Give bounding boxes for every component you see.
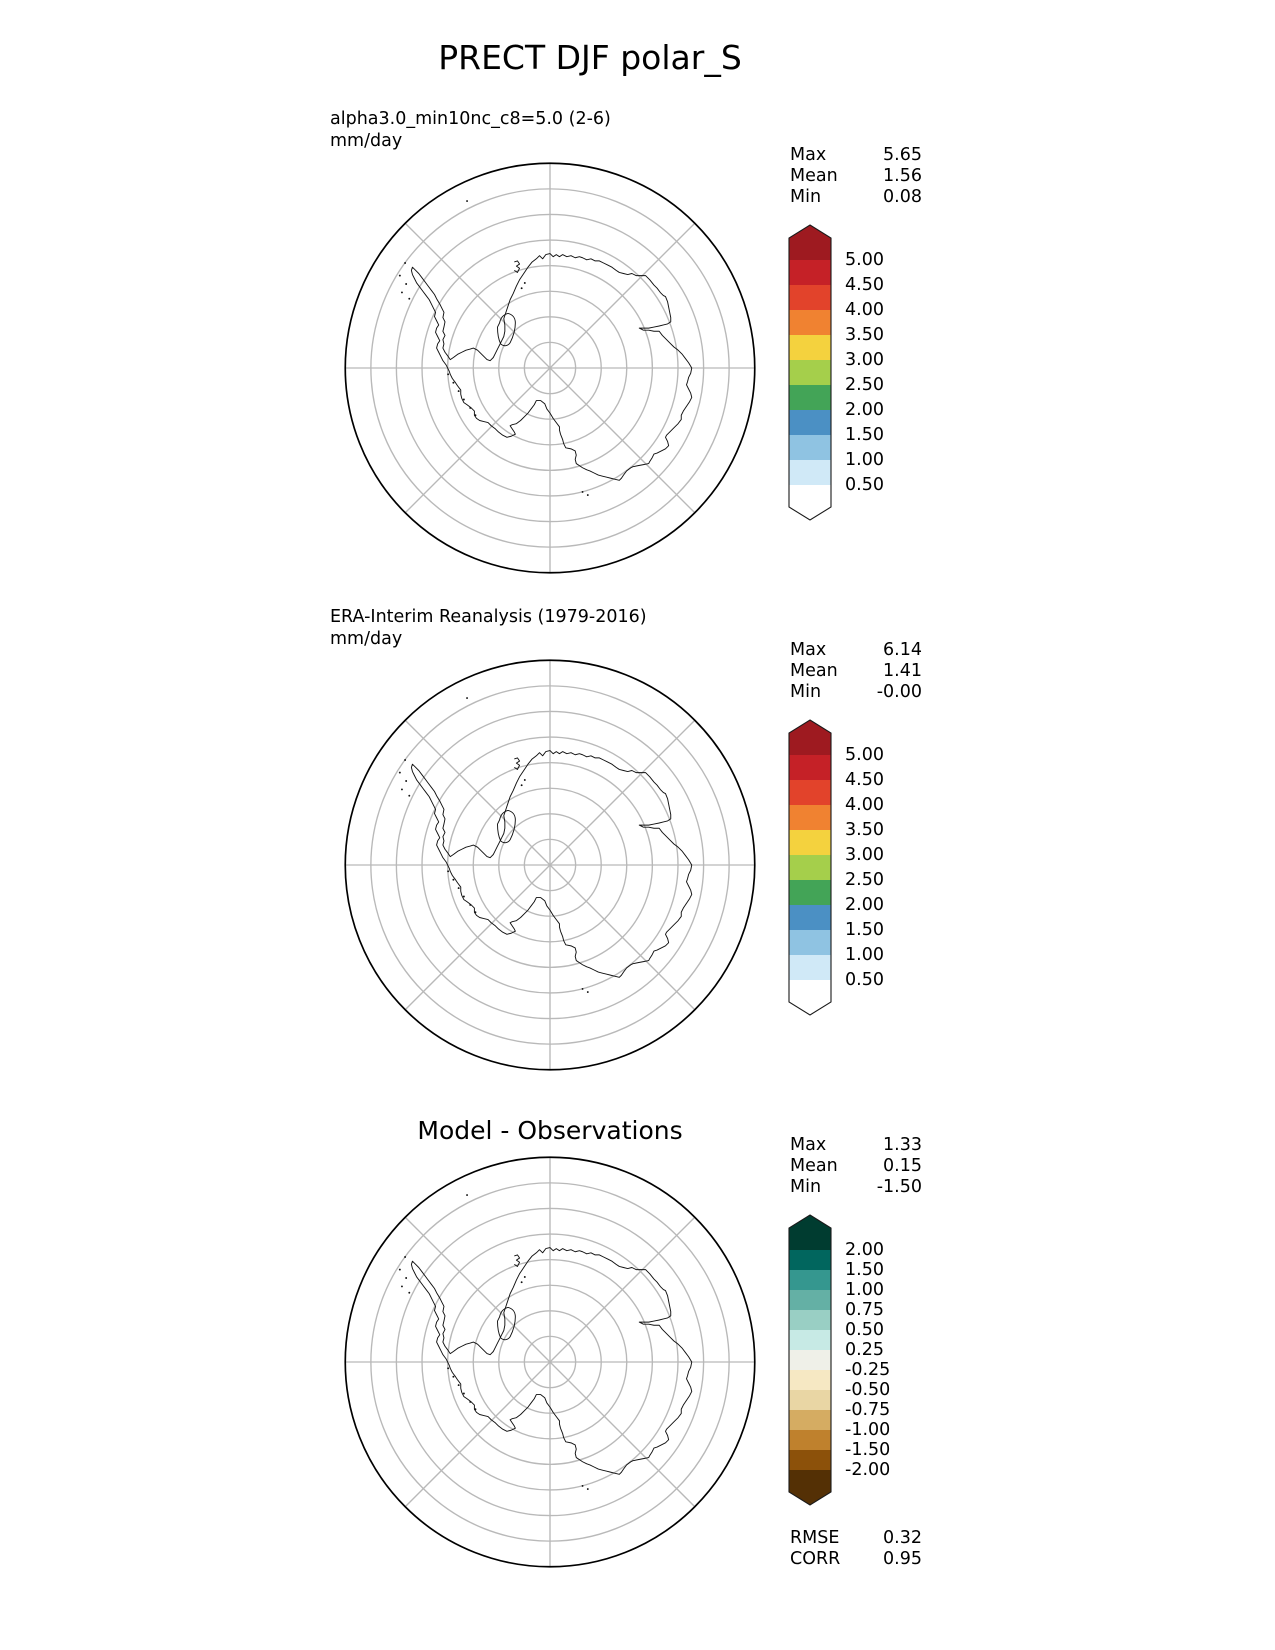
metric-label: RMSE	[790, 1528, 840, 1548]
stat-value: 1.33	[883, 1135, 922, 1155]
polar-gridlines	[345, 1157, 755, 1567]
panel2-colorbar: 5.00 4.50 4.00 3.50 3.00 2.50 2.00 1.50 1.00 0.50	[788, 718, 918, 1021]
colorbar-tick-label: 2.00	[845, 400, 884, 420]
stat-row-mean: Mean 0.15	[790, 1156, 922, 1177]
antarctica-coastline	[398, 697, 693, 993]
panel2-units-label: mm/day	[330, 629, 403, 649]
colorbar-tick-label: 1.50	[845, 425, 884, 445]
stat-label: Min	[790, 1177, 822, 1197]
colorbar-tick-label: 1.00	[845, 1280, 884, 1300]
panel2-map	[340, 655, 760, 1075]
colorbar-tick-label: -1.50	[845, 1440, 890, 1460]
map-boundary-circle	[344, 162, 756, 574]
colorbar-tick-label: -2.00	[845, 1460, 890, 1480]
colorbar-tick-label: 0.50	[845, 1320, 884, 1340]
metric-row-corr: CORR 0.95	[790, 1549, 922, 1570]
stat-label: Mean	[790, 661, 838, 681]
stat-value: 1.41	[883, 661, 922, 681]
metric-row-rmse: RMSE 0.32	[790, 1528, 922, 1549]
stat-value: -0.00	[876, 682, 922, 702]
stat-value: 1.56	[883, 166, 922, 186]
panel1-units-label: mm/day	[330, 131, 403, 151]
stat-label: Min	[790, 187, 822, 207]
antarctica-coastline	[398, 1194, 693, 1490]
stat-value: 0.15	[883, 1156, 922, 1176]
polar-gridlines	[345, 660, 755, 1070]
colorbar-tick-label: -0.75	[845, 1400, 890, 1420]
stat-value: -1.50	[876, 1177, 922, 1197]
colorbar-tick-label: 4.00	[845, 300, 884, 320]
stat-row-max: Max 6.14	[790, 640, 922, 661]
antarctica-coastline	[398, 200, 693, 496]
colorbar-tick-label: 1.50	[845, 920, 884, 940]
stat-label: Max	[790, 640, 827, 660]
panel1-colorbar: 5.00 4.50 4.00 3.50 3.00 2.50 2.00 1.50 1.00 0.50	[788, 223, 918, 526]
panel2-subtitle-line1: ERA-Interim Reanalysis (1979-2016)	[330, 607, 647, 627]
stat-row-min: Min -0.00	[790, 682, 922, 703]
stat-value: 0.08	[883, 187, 922, 207]
colorbar-tick-label: 0.50	[845, 970, 884, 990]
panel1-stats: Max 5.65 Mean 1.56 Min 0.08	[790, 145, 922, 208]
colorbar-tick-label: -0.25	[845, 1360, 890, 1380]
stat-row-max: Max 5.65	[790, 145, 922, 166]
panel1-map	[340, 158, 760, 578]
colorbar-tick-label: 2.50	[845, 375, 884, 395]
colorbar-tick-label: 3.00	[845, 845, 884, 865]
colorbar-tick-label: 0.75	[845, 1300, 884, 1320]
colorbar-tick-label: 2.00	[845, 1240, 884, 1260]
panel1-subtitle-line1: alpha3.0_min10nc_c8=5.0 (2-6)	[330, 109, 611, 129]
colorbar-tick-label: -1.00	[845, 1420, 890, 1440]
map-boundary-circle	[344, 659, 756, 1071]
colorbar-tick-label: 0.50	[845, 475, 884, 495]
stat-value: 6.14	[883, 640, 922, 660]
colorbar-tick-label: 5.00	[845, 250, 884, 270]
stat-row-max: Max 1.33	[790, 1135, 922, 1156]
panel3-metrics: RMSE 0.32 CORR 0.95	[790, 1528, 922, 1570]
colorbar-tick-label: 5.00	[845, 745, 884, 765]
metric-value: 0.32	[883, 1528, 922, 1548]
panel2-subtitle: ERA-Interim Reanalysis (1979-2016) mm/day	[330, 606, 647, 650]
stat-row-min: Min -1.50	[790, 1177, 922, 1198]
stat-row-min: Min 0.08	[790, 187, 922, 208]
colorbar-tick-label: 3.00	[845, 350, 884, 370]
map-boundary-circle	[344, 1156, 756, 1568]
colorbar-tick-label: 1.00	[845, 945, 884, 965]
colorbar-tick-label: 1.50	[845, 1260, 884, 1280]
colorbar-tick-label: 4.00	[845, 795, 884, 815]
stat-label: Min	[790, 682, 822, 702]
panel3-subtitle: Model - Observations	[417, 1116, 683, 1145]
stat-label: Mean	[790, 166, 838, 186]
metric-label: CORR	[790, 1549, 841, 1569]
stat-label: Mean	[790, 1156, 838, 1176]
polar-gridlines	[345, 163, 755, 573]
metric-value: 0.95	[883, 1549, 922, 1569]
colorbar-tick-label: 1.00	[845, 450, 884, 470]
panel1-subtitle: alpha3.0_min10nc_c8=5.0 (2-6) mm/day	[330, 108, 611, 152]
colorbar-tick-label: 4.50	[845, 275, 884, 295]
stat-label: Max	[790, 1135, 827, 1155]
stat-row-mean: Mean 1.56	[790, 166, 922, 187]
colorbar-tick-label: 3.50	[845, 820, 884, 840]
stat-value: 5.65	[883, 145, 922, 165]
panel3-colorbar: 2.00 1.50 1.00 0.75 0.50 0.25 -0.25 -0.50 -0.75-…	[788, 1213, 918, 1511]
colorbar-tick-label: 0.25	[845, 1340, 884, 1360]
colorbar-tick-label: -0.50	[845, 1380, 890, 1400]
colorbar-tick-label: 3.50	[845, 325, 884, 345]
colorbar-tick-label: 4.50	[845, 770, 884, 790]
panel3-map	[340, 1152, 760, 1572]
panel3-stats: Max 1.33 Mean 0.15 Min -1.50	[790, 1135, 922, 1198]
stat-label: Max	[790, 145, 827, 165]
colorbar-tick-label: 2.00	[845, 895, 884, 915]
stat-row-mean: Mean 1.41	[790, 661, 922, 682]
colorbar-tick-label: 2.50	[845, 870, 884, 890]
panel2-stats: Max 6.14 Mean 1.41 Min -0.00	[790, 640, 922, 703]
figure-title: PRECT DJF polar_S	[438, 38, 742, 77]
